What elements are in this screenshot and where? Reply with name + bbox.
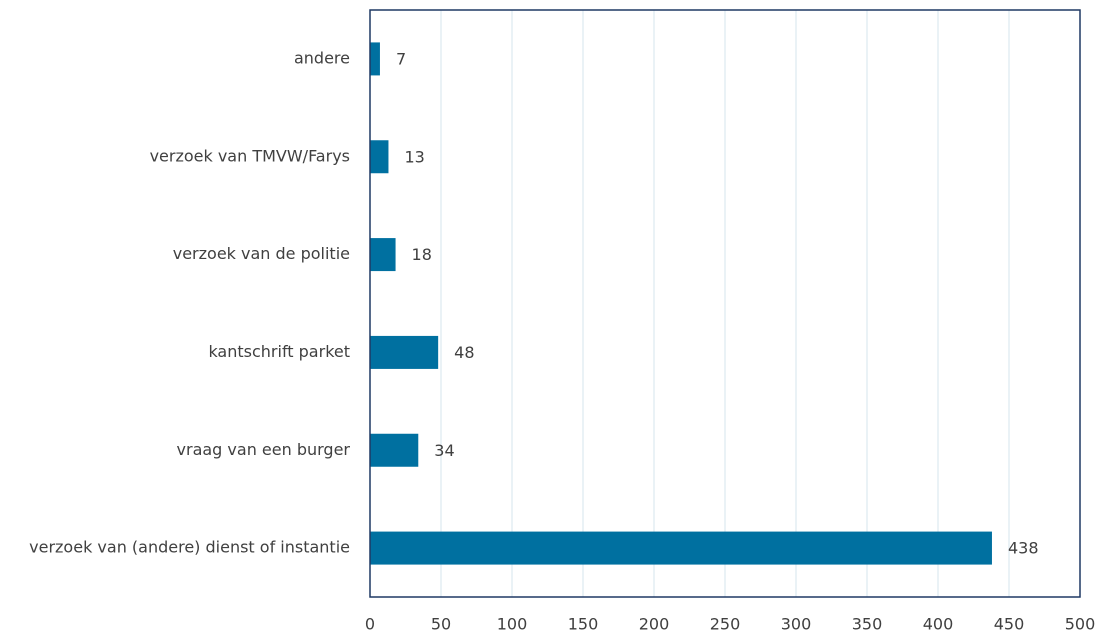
- x-tick-label: 300: [781, 615, 812, 634]
- bar: [370, 42, 380, 76]
- grid: [369, 10, 1081, 597]
- bars: [370, 42, 992, 565]
- bar: [370, 335, 439, 369]
- bar: [370, 433, 419, 467]
- data-label: 34: [434, 441, 454, 460]
- data-label: 18: [412, 245, 432, 264]
- bar: [370, 531, 992, 565]
- x-tick-label: 50: [431, 615, 451, 634]
- x-tick-label: 250: [710, 615, 741, 634]
- y-tick-label: kantschrift parket: [208, 342, 350, 361]
- y-tick-label: andere: [294, 48, 350, 67]
- x-tick-label: 0: [365, 615, 375, 634]
- y-tick-label: vraag van een burger: [177, 440, 351, 459]
- x-tick-label: 400: [923, 615, 954, 634]
- plot-frame: [369, 9, 1081, 598]
- x-tick-label: 100: [497, 615, 528, 634]
- bar: [370, 238, 396, 272]
- data-label: 438: [1008, 539, 1039, 558]
- y-tick-label: verzoek van TMVW/Farys: [150, 146, 350, 165]
- x-tick-label: 350: [852, 615, 883, 634]
- x-tick-label: 200: [639, 615, 670, 634]
- bar: [370, 140, 389, 174]
- y-tick-label: verzoek van (andere) dienst of instantie: [29, 538, 350, 557]
- data-label: 7: [396, 49, 406, 68]
- data-label: 48: [454, 343, 474, 362]
- x-tick-label: 500: [1065, 615, 1096, 634]
- x-tick-label: 150: [568, 615, 599, 634]
- data-label: 13: [404, 147, 424, 166]
- x-tick-label: 450: [994, 615, 1025, 634]
- y-tick-label: verzoek van de politie: [173, 244, 350, 263]
